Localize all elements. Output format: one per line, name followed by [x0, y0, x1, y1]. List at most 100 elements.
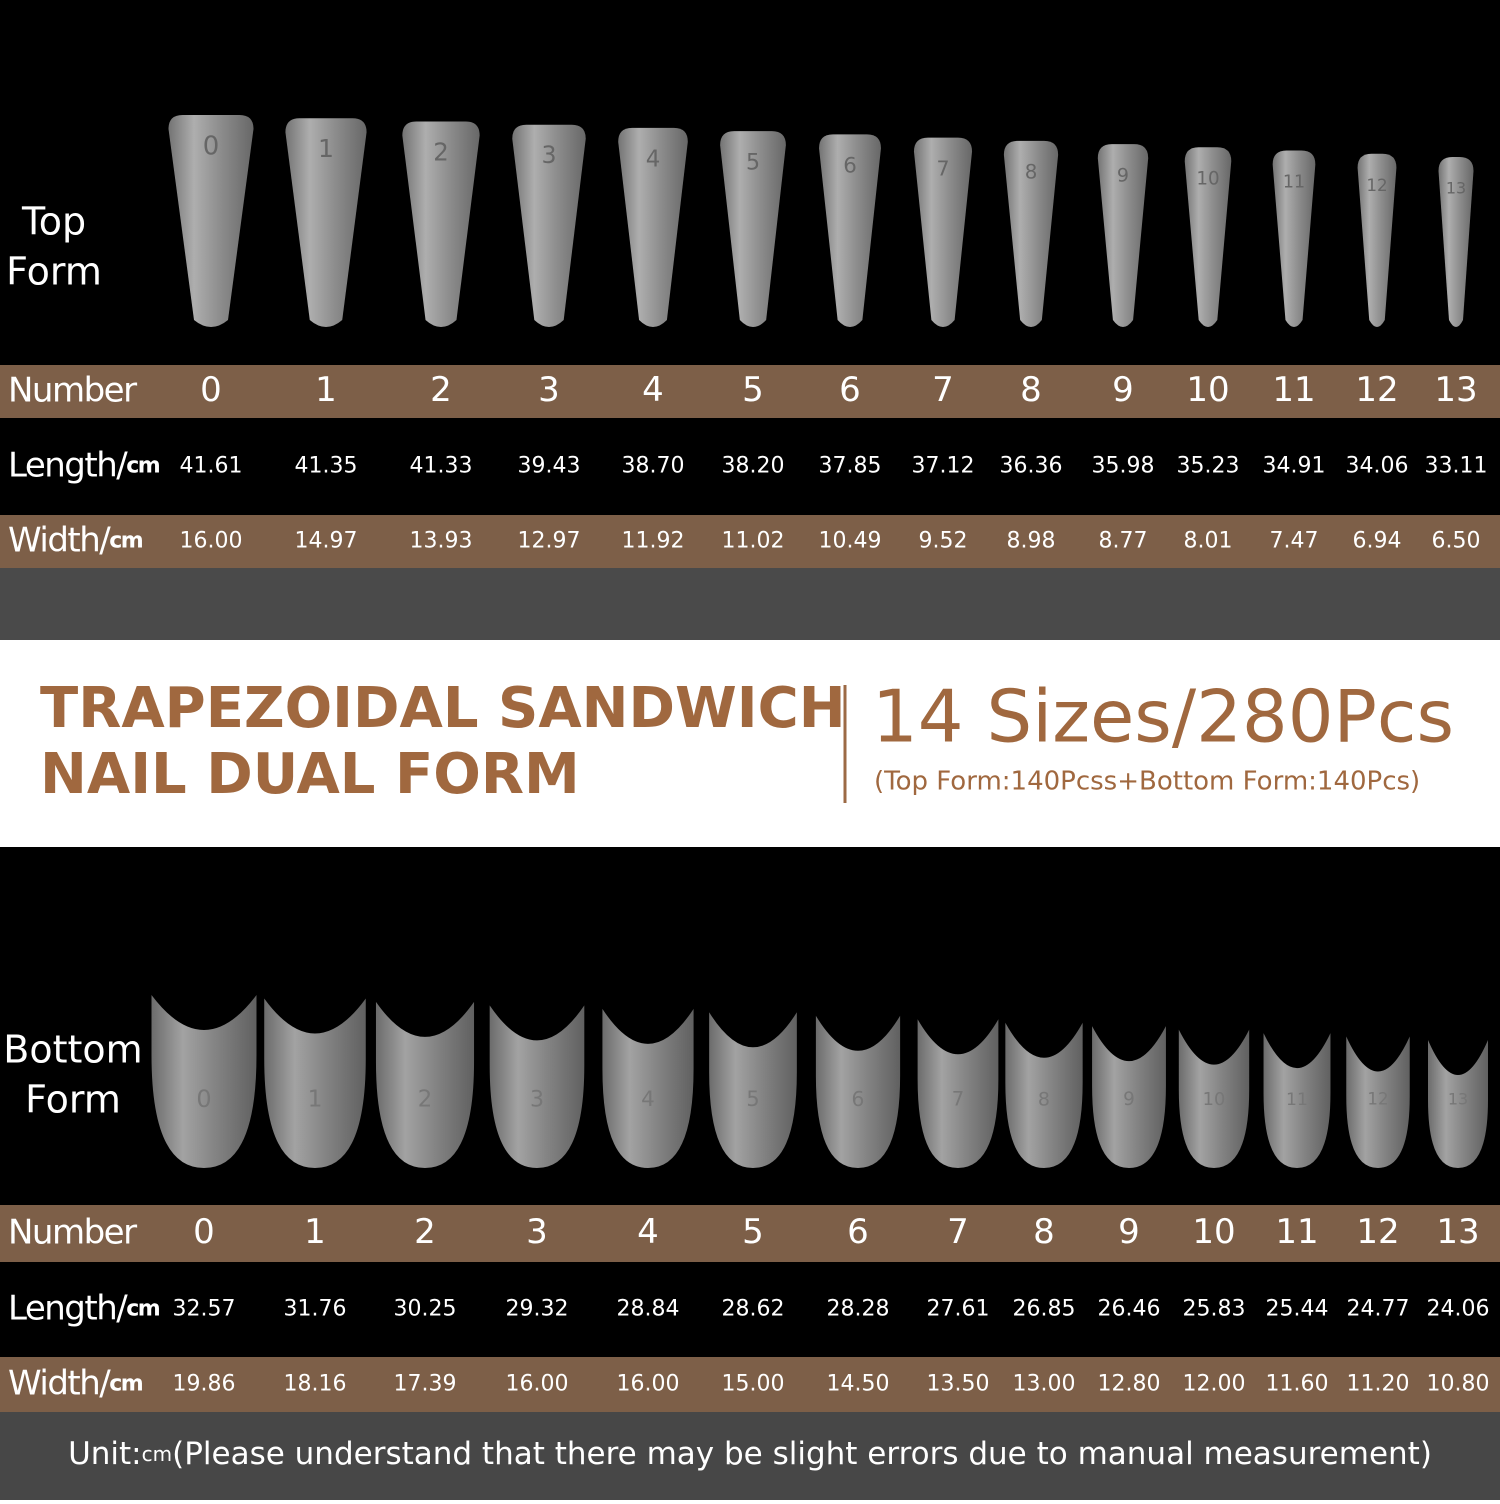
- row-label-text: Width/: [8, 1363, 111, 1403]
- cell: 2: [414, 1212, 436, 1252]
- cell: 34.06: [1346, 454, 1409, 479]
- cell: 28.84: [617, 1297, 680, 1322]
- table-row: [0, 1357, 1500, 1412]
- cell: 12.00: [1183, 1372, 1246, 1397]
- cell: 16.00: [180, 529, 243, 554]
- cell: 8: [1020, 370, 1042, 410]
- nail: [917, 1019, 999, 1168]
- nail: [602, 1008, 694, 1168]
- cell: 9.52: [919, 529, 968, 554]
- cell: 14.97: [295, 529, 358, 554]
- cell: 13: [1434, 370, 1477, 410]
- cell: 33.11: [1425, 454, 1488, 479]
- nail: [618, 127, 688, 327]
- nail: [913, 137, 973, 327]
- nail: [1092, 1026, 1166, 1168]
- nail-number: 10: [1203, 1089, 1226, 1110]
- row-label: Number: [8, 1212, 137, 1252]
- cell: 8.98: [1007, 529, 1056, 554]
- cell: 11.92: [622, 529, 685, 554]
- row-label-unit: cm: [126, 1297, 160, 1322]
- cell: 12.80: [1098, 1372, 1161, 1397]
- cell: 35.98: [1092, 454, 1155, 479]
- nail-number: 13: [1448, 1090, 1468, 1109]
- cell: 13.50: [927, 1372, 990, 1397]
- nail: [512, 124, 586, 327]
- cell: 26.85: [1013, 1297, 1076, 1322]
- nail: [1346, 1036, 1410, 1168]
- row-label-text: Number: [8, 1212, 137, 1252]
- nail-number: 2: [433, 137, 449, 166]
- cell: 28.62: [722, 1297, 785, 1322]
- row-label-text: Number: [8, 370, 137, 410]
- nail-number: 3: [530, 1087, 544, 1113]
- nail: [264, 998, 366, 1168]
- cell: 15.00: [722, 1372, 785, 1397]
- section-label: Top: [21, 200, 86, 244]
- cell: 28.28: [827, 1297, 890, 1322]
- nail-number: 4: [641, 1087, 655, 1112]
- footer-unit: cm: [142, 1442, 172, 1466]
- cell: 14.50: [827, 1372, 890, 1397]
- nail-number: 12: [1366, 175, 1387, 195]
- banner-title: TRAPEZOIDAL SANDWICH: [40, 676, 846, 741]
- cell: 7: [947, 1212, 969, 1252]
- cell: 24.06: [1427, 1297, 1490, 1322]
- cell: 11.20: [1347, 1372, 1410, 1397]
- cell: 36.36: [1000, 454, 1063, 479]
- row-label: Length/cm: [8, 445, 160, 485]
- cell: 37.85: [819, 454, 882, 479]
- nail: [402, 121, 480, 327]
- cell: 4: [637, 1212, 659, 1252]
- cell: 25.44: [1266, 1297, 1329, 1322]
- cell: 34.91: [1263, 454, 1326, 479]
- cell: 8.77: [1099, 529, 1148, 554]
- gray-band: [0, 568, 1500, 640]
- row-label: Number: [8, 370, 137, 410]
- cell: 18.16: [284, 1372, 347, 1397]
- nail: [168, 115, 254, 327]
- footer-note: Unit:cm(Please understand that there may…: [68, 1436, 1432, 1472]
- nail-number: 13: [1446, 179, 1466, 198]
- cell: 5: [742, 1212, 764, 1252]
- cell: 27.61: [927, 1297, 990, 1322]
- cell: 5: [742, 370, 764, 410]
- nail-number: 8: [1038, 1089, 1050, 1111]
- nail: [375, 1001, 475, 1168]
- cell: 31.76: [284, 1297, 347, 1322]
- nail: [709, 1012, 797, 1168]
- cell: 16.00: [506, 1372, 569, 1397]
- section-label: Bottom: [3, 1028, 142, 1072]
- cell: 30.25: [394, 1297, 457, 1322]
- cell: 1: [315, 370, 337, 410]
- cell: 24.77: [1347, 1297, 1410, 1322]
- cell: 8: [1033, 1212, 1055, 1252]
- cell: 38.70: [622, 454, 685, 479]
- cell: 11.02: [722, 529, 785, 554]
- nail-number: 4: [646, 146, 661, 172]
- cell: 6.50: [1432, 529, 1481, 554]
- nail-number: 11: [1283, 173, 1305, 193]
- nail: [1178, 1029, 1250, 1168]
- footer-text: (Please understand that there may be sli…: [172, 1436, 1432, 1472]
- cell: 10: [1192, 1212, 1235, 1252]
- nail: [489, 1005, 585, 1168]
- row-label-text: Length/: [8, 1288, 128, 1328]
- section-label: Form: [25, 1078, 121, 1122]
- cell: 6: [839, 370, 861, 410]
- cell: 8.01: [1184, 529, 1233, 554]
- cell: 39.43: [518, 454, 581, 479]
- cell: 11.60: [1266, 1372, 1329, 1397]
- nail-number: 12: [1367, 1090, 1388, 1109]
- table-row: [0, 365, 1500, 418]
- nail-number: 10: [1196, 168, 1219, 189]
- nail-number: 5: [746, 150, 760, 176]
- cell: 1: [304, 1212, 326, 1252]
- nail-number: 1: [318, 134, 334, 163]
- row-label-unit: cm: [126, 454, 160, 479]
- cell: 37.12: [912, 454, 975, 479]
- cell: 38.20: [722, 454, 785, 479]
- nail: [1357, 153, 1397, 327]
- nail: [285, 118, 367, 327]
